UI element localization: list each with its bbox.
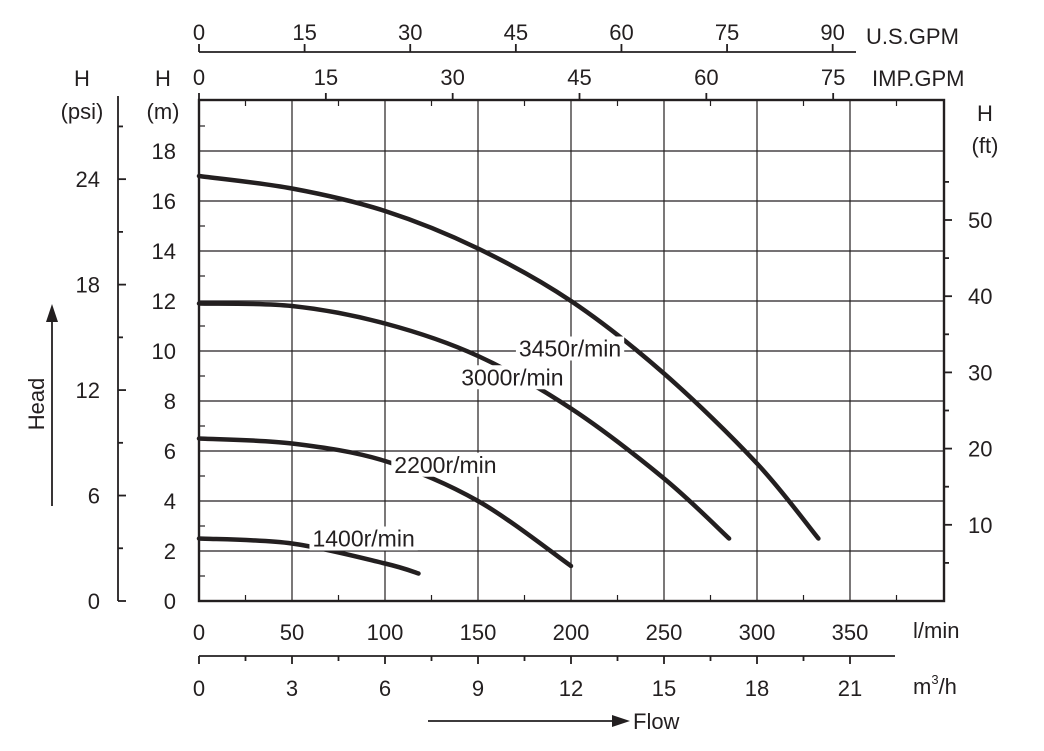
us-gpm-tick-label: 30 <box>398 20 422 45</box>
m3h-unit-base: m <box>913 674 931 699</box>
us-gpm-tick-label: 0 <box>193 20 205 45</box>
us-gpm-tick-label: 60 <box>609 20 633 45</box>
m3h-unit-sup: 3 <box>931 672 938 687</box>
imp-gpm-tick-label: 30 <box>440 65 464 90</box>
x-tick-label: 50 <box>280 620 304 645</box>
us-gpm-tick-label: 75 <box>715 20 739 45</box>
ft-tick-label: 20 <box>968 437 992 462</box>
x-tick-label: 350 <box>832 620 869 645</box>
y-tick-label: 8 <box>164 389 176 414</box>
ft-tick-label: 10 <box>968 513 992 538</box>
y-tick-label: 0 <box>164 589 176 614</box>
curve-label-background <box>309 526 418 551</box>
m3h-tick-label: 15 <box>652 676 676 701</box>
head-arrow-icon <box>46 304 58 322</box>
curve-label-background <box>515 336 625 361</box>
us-gpm-tick-label: 90 <box>820 20 844 45</box>
psi-tick-label: 18 <box>76 273 100 298</box>
imp-gpm-tick-label: 15 <box>314 65 338 90</box>
curve-label: 1400r/min <box>312 526 414 552</box>
curve-3450r-min <box>196 173 821 541</box>
imp-gpm-tick-label: 0 <box>193 65 205 90</box>
imp-gpm-unit-label: IMP.GPM <box>872 66 965 91</box>
curve-label: 3000r/min <box>461 364 563 390</box>
curve-label: 3450r/min <box>519 336 621 362</box>
m3h-tick-label: 21 <box>838 676 862 701</box>
us-gpm-tick-label: 45 <box>504 20 528 45</box>
curve-3000r-min <box>196 301 732 541</box>
curve-label-background <box>391 452 500 477</box>
y-tick-label: 2 <box>164 539 176 564</box>
us-gpm-tick-label: 15 <box>292 20 316 45</box>
plot-frame <box>197 98 946 603</box>
x-tick-label: 100 <box>367 620 404 645</box>
us-gpm-unit-label: U.S.GPM <box>866 24 959 49</box>
m-unit-m: (m) <box>147 99 180 124</box>
head-label: Head <box>24 378 49 431</box>
x-tick-label: 0 <box>193 620 205 645</box>
x-tick-label: 250 <box>646 620 683 645</box>
m3h-tick-label: 3 <box>286 676 298 701</box>
psi-unit-h: H <box>74 66 90 91</box>
psi-tick-label: 12 <box>76 378 100 403</box>
x-tick-label: 300 <box>739 620 776 645</box>
x-tick-label: 200 <box>553 620 590 645</box>
curve-label: 2200r/min <box>394 452 496 478</box>
psi-unit-psi: (psi) <box>61 99 104 124</box>
m3h-tick-label: 9 <box>472 676 484 701</box>
psi-tick-label: 0 <box>88 589 100 614</box>
imp-gpm-tick-label: 45 <box>567 65 591 90</box>
flow-arrow-icon <box>612 715 630 727</box>
psi-tick-label: 6 <box>88 484 100 509</box>
ft-tick-label: 50 <box>968 208 992 233</box>
y-tick-label: 16 <box>152 189 176 214</box>
curve-2200r-min <box>196 436 574 569</box>
y-tick-label: 14 <box>152 239 176 264</box>
ft-unit-h: H <box>977 101 993 126</box>
m-unit-h: H <box>155 66 171 91</box>
m3h-tick-label: 18 <box>745 676 769 701</box>
m3h-tick-label: 6 <box>379 676 391 701</box>
flow-label: Flow <box>633 709 680 734</box>
y-tick-label: 10 <box>152 339 176 364</box>
imp-gpm-tick-label: 60 <box>694 65 718 90</box>
y-tick-label: 4 <box>164 489 176 514</box>
m3h-tick-label: 12 <box>559 676 583 701</box>
m3h-unit-tail: /h <box>939 674 957 699</box>
y-tick-label: 6 <box>164 439 176 464</box>
imp-gpm-tick-label: 75 <box>821 65 845 90</box>
flow-unit-label: l/min <box>913 618 959 643</box>
curve-1400r-min <box>196 536 421 576</box>
m3h-unit-label: m3/h <box>913 672 957 699</box>
ft-tick-label: 40 <box>968 284 992 309</box>
ft-tick-label: 30 <box>968 360 992 385</box>
curve-label-background <box>458 365 567 390</box>
y-tick-label: 12 <box>152 289 176 314</box>
m3h-tick-label: 0 <box>193 676 205 701</box>
psi-tick-label: 24 <box>76 167 100 192</box>
x-tick-label: 150 <box>460 620 497 645</box>
y-tick-label: 18 <box>152 139 176 164</box>
ft-unit-ft: (ft) <box>972 133 999 158</box>
